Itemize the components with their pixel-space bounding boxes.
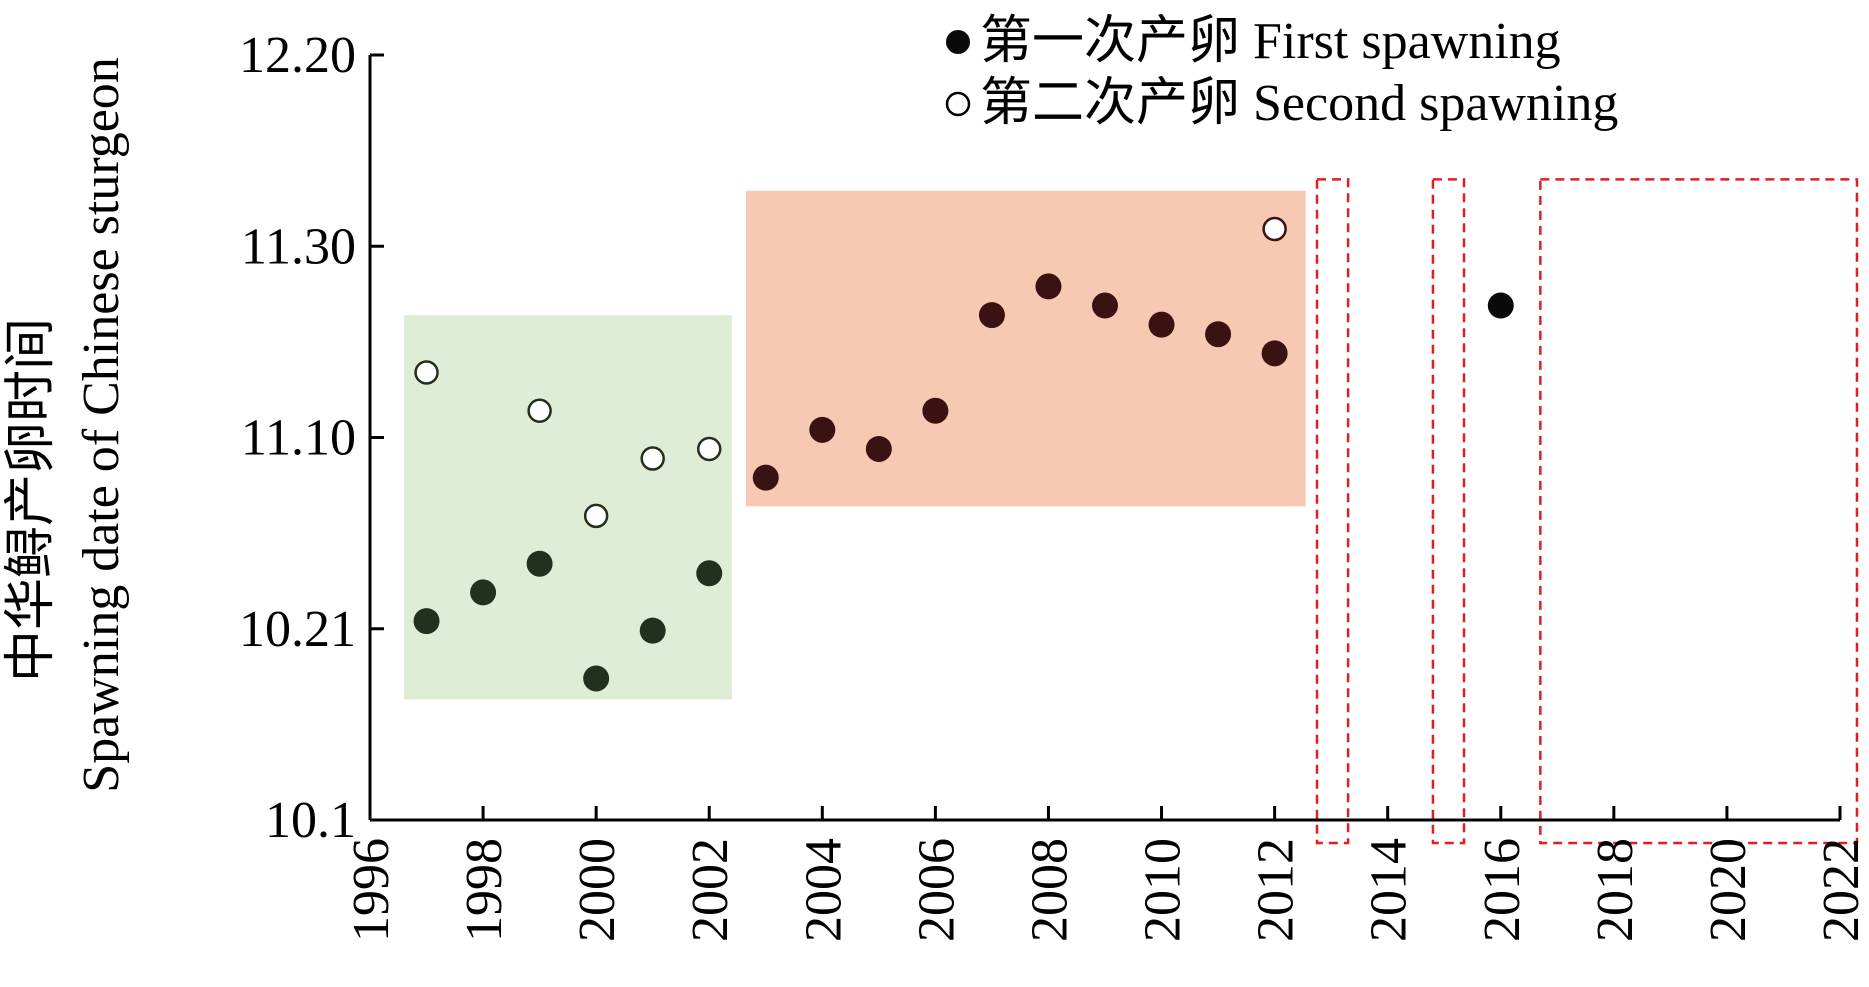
point-first-2016 xyxy=(1487,292,1514,319)
legend-marker-second xyxy=(945,91,971,117)
y-tick-label-0: 10.1 xyxy=(265,792,356,849)
point-second-1997 xyxy=(414,360,439,385)
x-tick-label-2016: 2016 xyxy=(1474,838,1531,942)
x-tick-label-2012: 2012 xyxy=(1248,838,1305,942)
y-tick-label-3: 11.30 xyxy=(241,218,356,275)
x-tick-label-2008: 2008 xyxy=(1021,838,1078,942)
point-first-1998 xyxy=(470,579,497,606)
legend-marker-first xyxy=(946,30,970,54)
legend: 第一次产卵 First spawning 第二次产卵 Second spawni… xyxy=(945,13,1618,132)
point-second-1999 xyxy=(527,398,552,423)
point-second-2012 xyxy=(1262,216,1287,242)
x-tick-label-2004: 2004 xyxy=(795,838,852,942)
x-tick-label-1998: 1998 xyxy=(456,838,513,942)
x-tick-label-2010: 2010 xyxy=(1135,838,1192,942)
legend-label-second: 第二次产卵 Second spawning xyxy=(980,75,1618,132)
point-first-1999 xyxy=(526,550,553,577)
shaded-region-1 xyxy=(745,190,1306,507)
x-tick-label-1996: 1996 xyxy=(343,838,400,942)
x-tick-label-2006: 2006 xyxy=(908,838,965,942)
dashed-box-3 xyxy=(1431,178,1466,845)
point-first-2006 xyxy=(922,397,949,424)
y-axis-ticks: 10.1 10.21 11.10 11.30 12.20 xyxy=(239,27,384,849)
x-tick-label-2020: 2020 xyxy=(1700,838,1757,942)
x-axis-ticks: 1996 1998 2000 2002 2004 2006 2008 2010 2012 2014… xyxy=(343,806,1869,942)
y-tick-label-1: 10.21 xyxy=(239,601,356,658)
point-first-2012 xyxy=(1261,340,1288,367)
dashed-box-4 xyxy=(1539,178,1859,845)
point-first-2002 xyxy=(696,560,723,587)
point-first-2008 xyxy=(1035,273,1062,300)
point-first-2001 xyxy=(639,617,666,644)
point-first-2010 xyxy=(1148,311,1175,338)
x-tick-label-2014: 2014 xyxy=(1361,838,1418,942)
point-first-1997 xyxy=(413,608,440,635)
x-tick-label-2002: 2002 xyxy=(682,838,739,942)
shaded-region-0 xyxy=(403,315,732,700)
point-first-2009 xyxy=(1092,292,1118,319)
y-axis-title-en: Spawning date of Chinese sturgeon xyxy=(73,57,130,793)
point-second-2001 xyxy=(640,446,665,471)
legend-label-first: 第一次产卵 First spawning xyxy=(980,13,1561,70)
dashed-box-2 xyxy=(1315,178,1350,845)
y-tick-label-4: 12.20 xyxy=(239,27,356,84)
point-second-2002 xyxy=(696,436,722,462)
x-tick-label-2018: 2018 xyxy=(1587,838,1644,942)
point-second-2000 xyxy=(583,503,609,529)
x-tick-label-2022: 2022 xyxy=(1813,838,1869,942)
point-first-2007 xyxy=(978,302,1005,329)
point-first-2003 xyxy=(752,464,779,491)
y-axis-title-zh: 中华鲟产卵时间 xyxy=(3,318,60,682)
y-tick-label-2: 11.10 xyxy=(241,410,356,467)
point-first-2005 xyxy=(865,435,892,462)
point-first-2011 xyxy=(1205,321,1232,348)
x-tick-label-2000: 2000 xyxy=(569,838,626,942)
highlight-regions xyxy=(403,178,1859,845)
point-first-2004 xyxy=(809,416,836,443)
data-points xyxy=(413,216,1514,692)
point-first-2000 xyxy=(583,665,610,692)
